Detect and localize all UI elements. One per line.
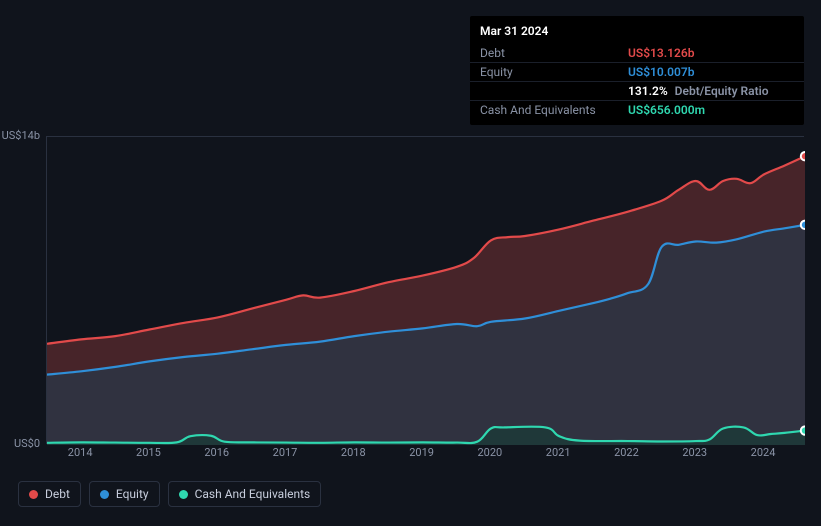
y-axis-label: US$0 bbox=[0, 437, 40, 450]
tooltip-value: 131.2% Debt/Equity Ratio bbox=[628, 84, 769, 98]
tooltip-label: Debt bbox=[480, 46, 628, 60]
tooltip-label bbox=[480, 84, 628, 98]
chart-container: US$14bUS$0 20142015201620172018201920202… bbox=[18, 120, 804, 475]
chart-legend: Debt Equity Cash And Equivalents bbox=[18, 481, 321, 507]
y-axis-label: US$14b bbox=[0, 129, 40, 142]
chart-tooltip: Mar 31 2024 DebtUS$13.126bEquityUS$10.00… bbox=[470, 16, 804, 125]
tooltip-label: Equity bbox=[480, 65, 628, 79]
x-axis-label: 2015 bbox=[136, 446, 161, 459]
legend-label: Cash And Equivalents bbox=[195, 487, 311, 501]
x-axis: 2014 2015 2016 2017 2018 2019 2020 2021 2022 2023… bbox=[46, 446, 804, 464]
x-axis-label: 2024 bbox=[751, 446, 776, 459]
chart-plot[interactable] bbox=[46, 136, 804, 444]
x-axis-label: 2018 bbox=[341, 446, 366, 459]
legend-swatch bbox=[100, 490, 109, 499]
tooltip-row: 131.2% Debt/Equity Ratio bbox=[470, 82, 804, 101]
tooltip-date: Mar 31 2024 bbox=[470, 22, 804, 44]
x-axis-label: 2016 bbox=[204, 446, 229, 459]
legend-label: Debt bbox=[45, 487, 70, 501]
x-axis-label: 2023 bbox=[682, 446, 707, 459]
tooltip-row: DebtUS$13.126b bbox=[470, 44, 804, 63]
legend-item-debt[interactable]: Debt bbox=[18, 481, 81, 507]
legend-label: Equity bbox=[116, 487, 149, 501]
legend-item-equity[interactable]: Equity bbox=[89, 481, 160, 507]
legend-item-cash-and-equivalents[interactable]: Cash And Equivalents bbox=[168, 481, 322, 507]
legend-swatch bbox=[179, 490, 188, 499]
x-axis-label: 2019 bbox=[409, 446, 434, 459]
x-axis-label: 2020 bbox=[477, 446, 502, 459]
tooltip-row: EquityUS$10.007b bbox=[470, 63, 804, 82]
tooltip-row: Cash And EquivalentsUS$656.000m bbox=[470, 101, 804, 119]
x-axis-label: 2014 bbox=[68, 446, 93, 459]
tooltip-value: US$13.126b bbox=[628, 46, 695, 60]
x-axis-label: 2021 bbox=[546, 446, 571, 459]
x-axis-label: 2022 bbox=[614, 446, 639, 459]
legend-swatch bbox=[29, 490, 38, 499]
x-axis-label: 2017 bbox=[273, 446, 298, 459]
tooltip-value: US$10.007b bbox=[628, 65, 695, 79]
tooltip-label: Cash And Equivalents bbox=[480, 103, 628, 117]
tooltip-value: US$656.000m bbox=[628, 103, 705, 117]
